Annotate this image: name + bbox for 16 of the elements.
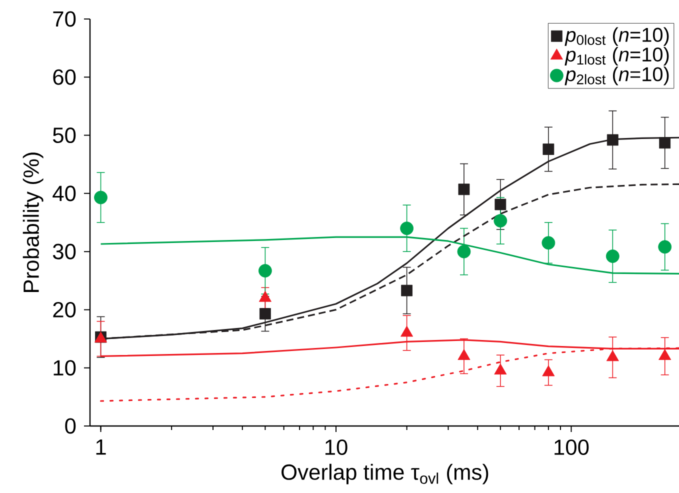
y-tick-label: 40 [52,186,76,202]
y-axis-title: Probability (%) [22,152,44,292]
legend-label: p$_{2lost}$ (n=10) [564,66,669,86]
y-tick-label: 50 [52,128,76,144]
x-tick-label: 100 [554,439,589,456]
y-tick-label: 30 [52,244,76,260]
legend-label: p$_{1lost}$ (n=10) [564,46,669,66]
y-tick-label: 20 [53,302,76,318]
x-tick-label: 10 [325,439,348,456]
x-tick-label: 1 [96,440,106,455]
y-tick-label: 10 [54,360,76,376]
y-tick-label: 70 [53,11,76,27]
x-axis-title: Overlap time τ$_{ovl}$ (ms) [282,464,488,484]
y-tick-label: 0 [65,418,76,434]
y-tick-label: 60 [53,69,76,85]
legend-label: p$_{0lost}$ (n=10) [564,27,669,46]
